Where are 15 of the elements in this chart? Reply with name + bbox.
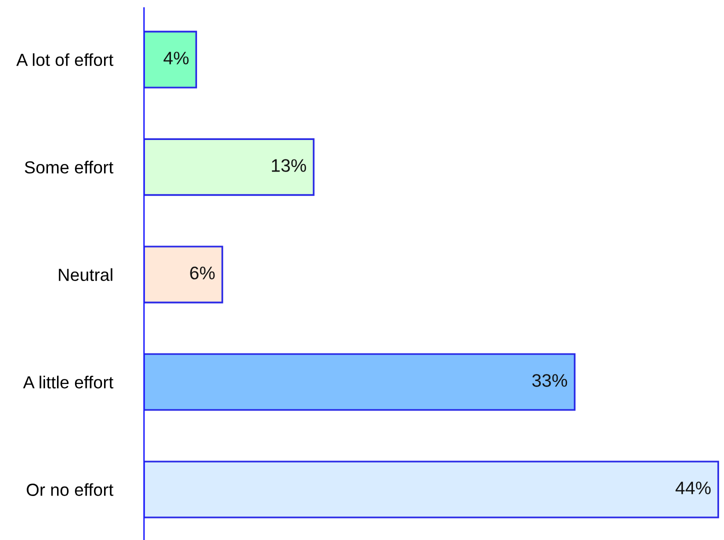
bar [144,353,576,411]
bar [144,460,720,518]
data-label: 6% [190,266,215,280]
y-tick-label: A lot of effort [16,53,114,66]
data-label: 33% [532,374,568,387]
data-label: 4% [164,52,189,64]
bar [144,138,314,196]
y-tick-label: Neutral [58,268,112,281]
y-tick-label: Some effort [24,160,114,174]
y-tick-label: Or no effort [26,483,114,496]
data-label: 13% [272,159,306,172]
y-tick-label: A little effort [23,376,114,388]
bar [144,246,224,304]
bar [144,30,198,88]
data-label: 44% [676,482,711,494]
